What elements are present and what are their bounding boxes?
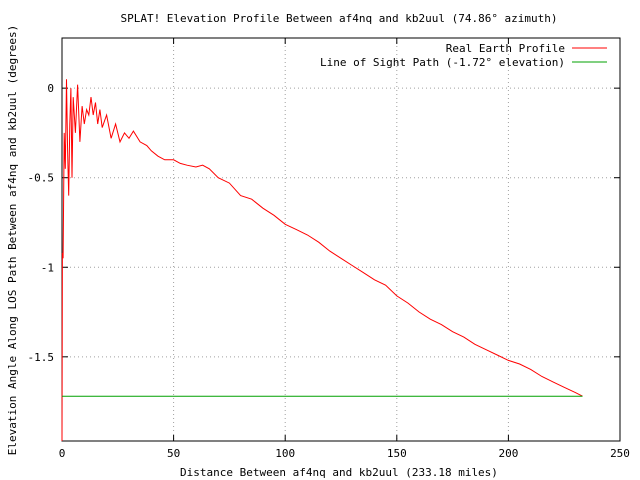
x-axis-label: Distance Between af4nq and kb2uul (233.1… xyxy=(180,466,498,479)
series-lines xyxy=(61,79,583,442)
series-line-real-earth-profile xyxy=(61,79,583,442)
y-tick-label: -1 xyxy=(41,261,54,274)
grid xyxy=(62,38,620,441)
x-tick-label: 200 xyxy=(498,447,518,460)
legend: Real Earth Profile Line of Sight Path (-… xyxy=(320,42,607,69)
axis-tick-labels: 0 50 100 150 200 250 0 -0.5 -1 -1.5 xyxy=(28,82,630,460)
x-tick-label: 50 xyxy=(167,447,180,460)
x-tick-label: 100 xyxy=(275,447,295,460)
x-tick-label: 0 xyxy=(59,447,66,460)
y-axis-label: Elevation Angle Along LOS Path Between a… xyxy=(6,25,19,455)
y-tick-label: -0.5 xyxy=(28,172,55,185)
y-tick-label: 0 xyxy=(47,82,54,95)
axis-ticks xyxy=(61,38,621,441)
y-tick-label: -1.5 xyxy=(28,351,55,364)
x-tick-label: 250 xyxy=(610,447,630,460)
x-tick-label: 150 xyxy=(387,447,407,460)
chart-title: SPLAT! Elevation Profile Between af4nq a… xyxy=(120,12,557,25)
legend-label-line-of-sight: Line of Sight Path (-1.72° elevation) xyxy=(320,56,565,69)
plot-frame xyxy=(61,37,621,442)
legend-label-real-earth-profile: Real Earth Profile xyxy=(446,42,565,55)
